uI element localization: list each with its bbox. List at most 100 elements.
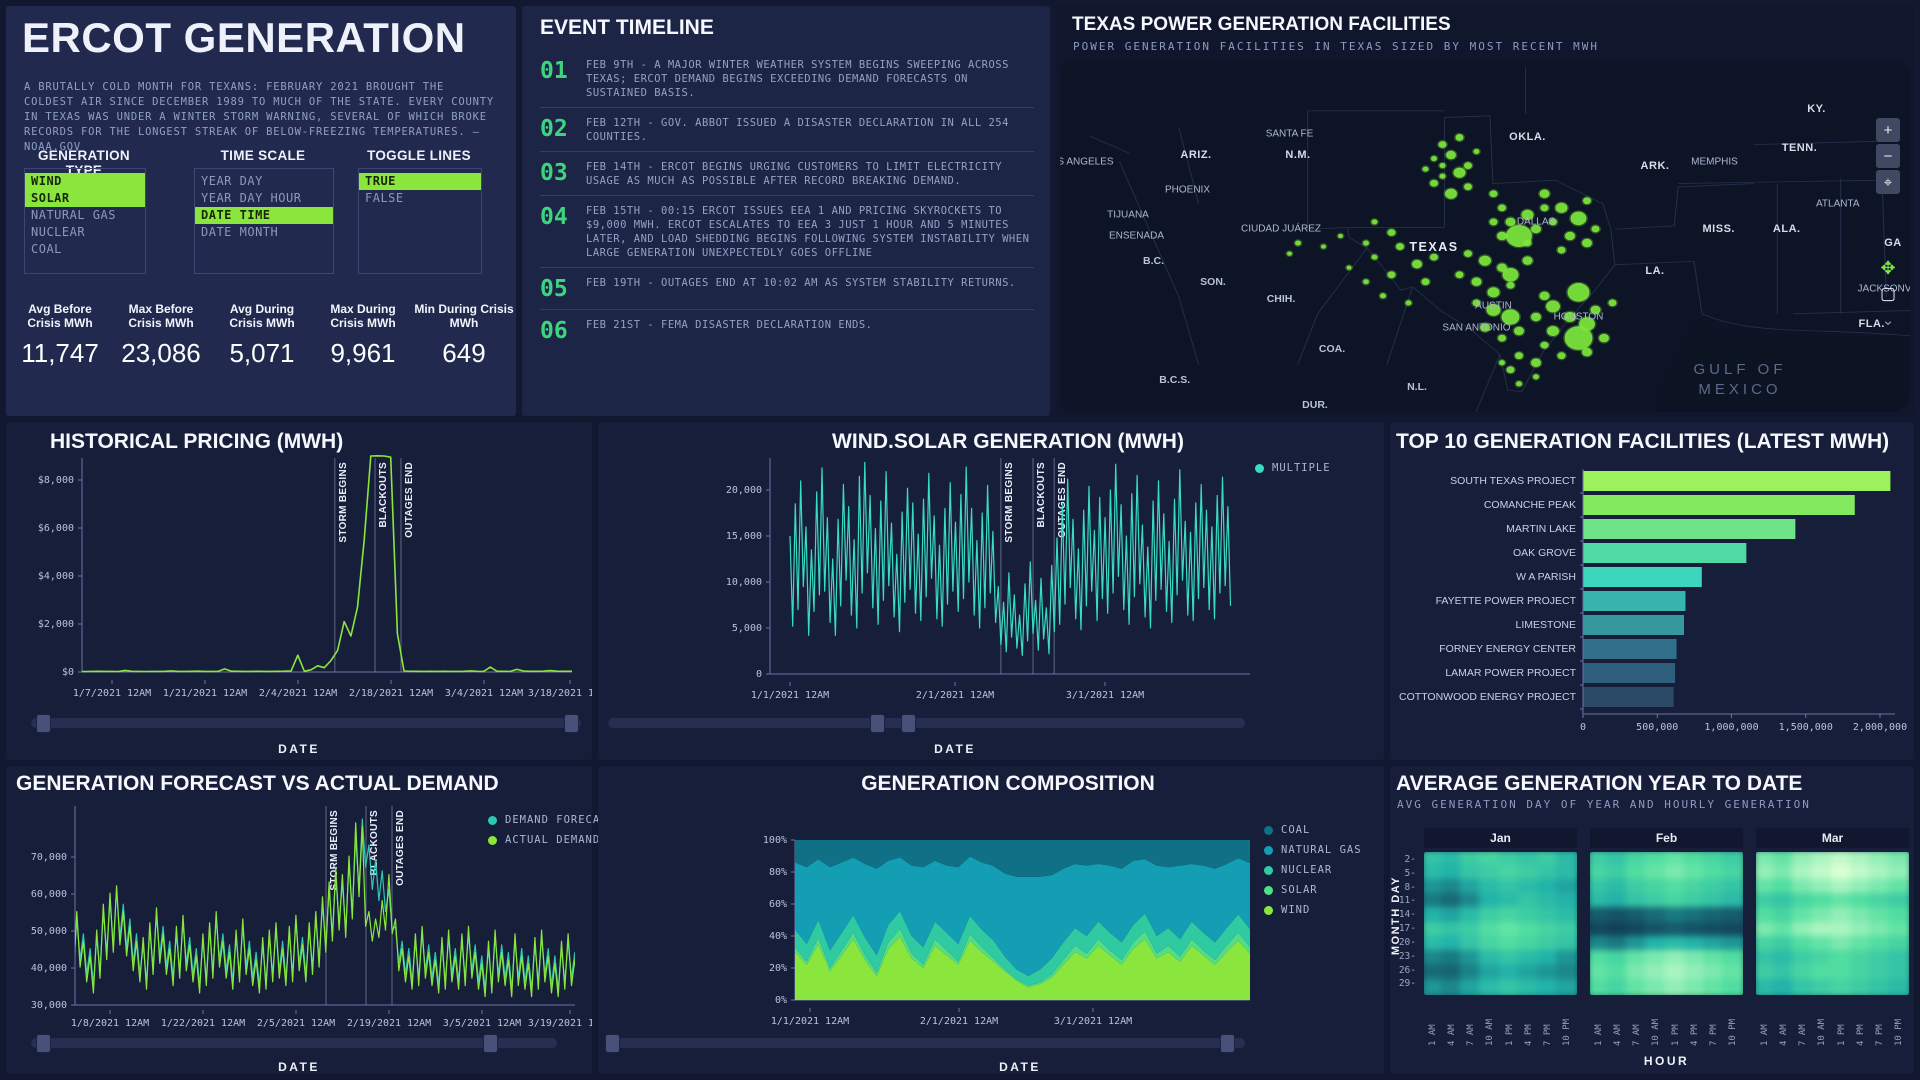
facility-dot[interactable] <box>1410 258 1424 270</box>
facility-dot[interactable] <box>1607 298 1618 308</box>
facility-dot[interactable] <box>1472 147 1481 156</box>
facility-dot[interactable] <box>1563 230 1577 242</box>
facility-dot[interactable] <box>1345 264 1353 272</box>
facility-dot[interactable] <box>1428 178 1440 188</box>
slider-handle[interactable] <box>482 1034 498 1053</box>
facility-dot[interactable] <box>1386 227 1397 238</box>
facility-dot[interactable] <box>1443 187 1459 201</box>
facility-dot[interactable] <box>1597 332 1611 344</box>
bar-comanche-peak[interactable] <box>1583 495 1855 515</box>
facility-dot[interactable] <box>1545 324 1561 338</box>
option-wind[interactable]: WIND <box>25 173 145 190</box>
facility-dot[interactable] <box>1444 149 1458 161</box>
area-coal[interactable] <box>795 840 1250 877</box>
compass-button[interactable]: ⌖ <box>1876 170 1900 194</box>
slider-handle[interactable] <box>1219 1034 1235 1053</box>
facility-dot[interactable] <box>1438 172 1447 180</box>
facility-dot[interactable] <box>1581 196 1593 206</box>
option-year-day[interactable]: YEAR DAY <box>201 174 263 188</box>
facility-dot[interactable] <box>1590 224 1601 234</box>
bar-martin-lake[interactable] <box>1583 519 1796 539</box>
facility-dot[interactable] <box>1361 277 1371 286</box>
facility-dot[interactable] <box>1496 203 1508 213</box>
facility-dot[interactable] <box>1429 154 1439 163</box>
zoom-in-button[interactable]: + <box>1876 118 1900 142</box>
top10-chart[interactable]: SOUTH TEXAS PROJECT COMANCHE PEAK MARTIN L… <box>1390 422 1914 760</box>
facility-dot[interactable] <box>1569 210 1588 227</box>
facility-dot[interactable] <box>1539 340 1550 350</box>
facility-dot[interactable] <box>1378 292 1388 300</box>
bar-cottonwood-energy-project[interactable] <box>1583 687 1674 707</box>
bar-lamar-power-project[interactable] <box>1583 663 1676 683</box>
facility-dot[interactable] <box>1428 252 1440 262</box>
forecast-chart[interactable]: 30,000 40,000 50,000 60,000 70,000 1/8/2021 1… <box>6 766 592 1074</box>
facility-dot[interactable] <box>1404 299 1413 307</box>
option-natural-gas[interactable]: NATURAL GAS <box>31 208 116 222</box>
option-solar[interactable]: SOLAR <box>25 190 145 207</box>
bar-limestone[interactable] <box>1583 615 1684 635</box>
option-coal[interactable]: COAL <box>31 242 62 256</box>
facility-dot[interactable] <box>1531 372 1541 381</box>
slider-handle[interactable] <box>36 714 51 733</box>
option-date-time[interactable]: DATE TIME <box>195 207 333 224</box>
pan-button[interactable]: ✥ <box>1880 257 1896 278</box>
area-natural-gas[interactable] <box>795 856 1250 977</box>
more-tools-button[interactable]: ⌄ <box>1881 312 1895 329</box>
facility-dot[interactable] <box>1285 250 1294 257</box>
facility-dot[interactable] <box>1547 217 1559 227</box>
facility-dot[interactable] <box>1505 365 1516 375</box>
facility-dot[interactable] <box>1471 298 1482 308</box>
forecast-date-slider[interactable] <box>31 1034 557 1053</box>
facility-dot[interactable] <box>1529 223 1543 235</box>
facility-dot[interactable] <box>1488 217 1499 227</box>
facility-dot[interactable] <box>1500 308 1521 326</box>
facility-dot[interactable] <box>1394 241 1406 252</box>
facility-dot[interactable] <box>1538 290 1551 302</box>
facility-dot[interactable] <box>1520 208 1535 222</box>
facility-dot[interactable] <box>1370 253 1379 261</box>
facility-dot[interactable] <box>1563 324 1594 352</box>
facility-dot[interactable] <box>1505 280 1516 290</box>
facility-dot[interactable] <box>1336 232 1345 240</box>
facility-dot[interactable] <box>1580 237 1594 249</box>
wind-solar-chart[interactable]: 0 5,000 10,000 15,000 20,000 1/1/2021 12AM 2/1… <box>598 422 1384 760</box>
bar-south-texas-project[interactable] <box>1583 471 1891 491</box>
facility-dot[interactable] <box>1539 203 1550 213</box>
facility-dot[interactable] <box>1462 160 1474 171</box>
facility-dot[interactable] <box>1495 262 1509 274</box>
toggle-lines-list[interactable]: TRUE FALSE <box>358 168 482 274</box>
slider-handle[interactable] <box>901 714 917 733</box>
pricing-date-slider[interactable] <box>31 714 581 733</box>
facility-dot[interactable] <box>1386 270 1397 280</box>
area-nuclear[interactable] <box>795 911 1250 986</box>
heatmap-grid-feb[interactable] <box>1590 852 1743 995</box>
facility-dot[interactable] <box>1454 132 1465 143</box>
slider-handle[interactable] <box>564 714 579 733</box>
facility-dot[interactable] <box>1421 165 1430 173</box>
wind-solar-date-slider[interactable] <box>608 714 1245 733</box>
facility-dot[interactable] <box>1514 380 1524 388</box>
facility-dot[interactable] <box>1452 166 1467 179</box>
facility-dot[interactable] <box>1521 255 1534 267</box>
time-scale-list[interactable]: YEAR DAY YEAR DAY HOUR DATE TIME DATE MONTH <box>194 168 334 274</box>
area-solar[interactable] <box>795 928 1250 988</box>
facility-dot[interactable] <box>1529 357 1543 369</box>
facility-dot[interactable] <box>1538 188 1551 200</box>
bar-fayette-power-project[interactable] <box>1583 591 1686 611</box>
facility-dot[interactable] <box>1544 299 1562 314</box>
facility-dot[interactable] <box>1522 238 1533 248</box>
map-canvas[interactable]: S ANGELES SANTA FE OKLA. ARIZ. N.M. PHOENIX TI… <box>1060 60 1910 412</box>
facility-dot[interactable] <box>1437 139 1448 150</box>
facility-dot[interactable] <box>1504 216 1517 228</box>
pricing-chart[interactable]: $0 $2,000 $4,000 $6,000 $8,000 1/7/2021 12AM 1… <box>6 422 592 760</box>
facility-dot[interactable] <box>1513 351 1525 361</box>
slider-handle[interactable] <box>605 1034 621 1053</box>
facility-dot[interactable] <box>1420 277 1431 287</box>
facility-dot[interactable] <box>1478 322 1492 334</box>
area-wind[interactable] <box>795 936 1250 1000</box>
facility-dot[interactable] <box>1470 276 1483 288</box>
facility-dot[interactable] <box>1497 358 1507 367</box>
facility-dot[interactable] <box>1501 266 1520 283</box>
generation-type-list[interactable]: WIND SOLAR NATURAL GAS NUCLEAR COAL <box>24 168 146 274</box>
facility-dot[interactable] <box>1529 311 1543 323</box>
